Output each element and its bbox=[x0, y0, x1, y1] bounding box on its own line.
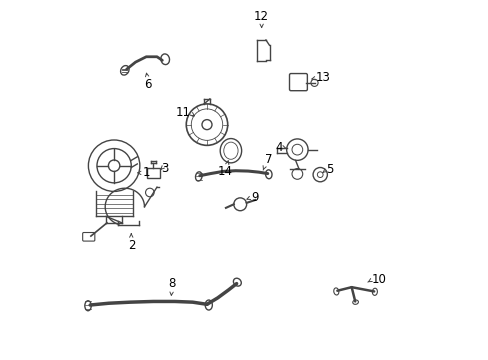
Text: 3: 3 bbox=[162, 162, 169, 175]
Text: 14: 14 bbox=[217, 165, 232, 178]
Text: 11: 11 bbox=[176, 106, 190, 120]
Text: 4: 4 bbox=[275, 141, 282, 154]
Text: 9: 9 bbox=[250, 191, 258, 204]
Text: 6: 6 bbox=[144, 78, 151, 91]
Text: 7: 7 bbox=[264, 153, 272, 166]
Text: 8: 8 bbox=[168, 277, 176, 290]
Text: 2: 2 bbox=[128, 239, 136, 252]
Text: 12: 12 bbox=[254, 10, 268, 23]
Text: 1: 1 bbox=[142, 166, 150, 179]
Text: 5: 5 bbox=[325, 163, 333, 176]
Text: 13: 13 bbox=[315, 71, 330, 84]
Text: 10: 10 bbox=[370, 273, 386, 286]
